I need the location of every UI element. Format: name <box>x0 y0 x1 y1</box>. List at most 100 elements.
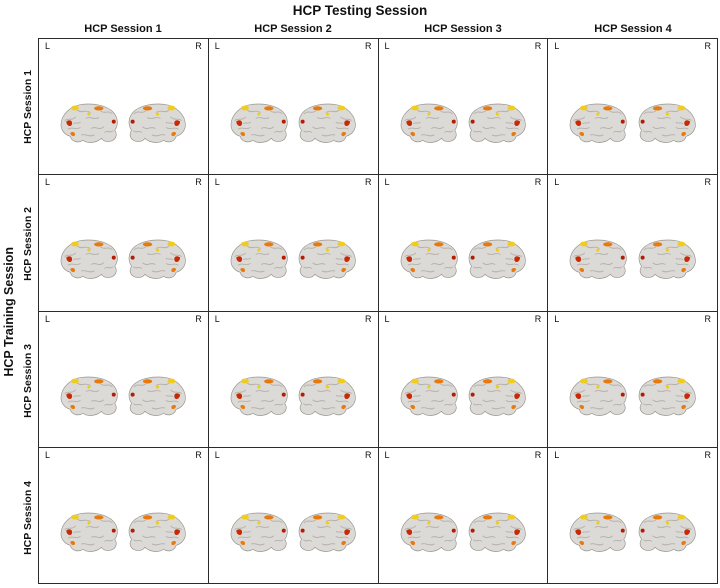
cell-train1-test4: L R 289 497 <box>548 39 717 175</box>
brain-montage <box>381 41 546 174</box>
brain-lateral-right-view <box>125 457 191 583</box>
matrix-grid: L R 289 496 L R <box>38 38 718 584</box>
brain-lateral-right-view <box>125 48 191 174</box>
brain-lateral-right-view <box>125 184 191 310</box>
brain-lateral-left-view <box>55 48 121 174</box>
cell-train2-test2: L R 289 500 <box>208 175 378 311</box>
cell-train4-test2: L R 289 500 <box>208 447 378 583</box>
right-hemisphere-label: R <box>704 313 712 324</box>
left-hemisphere-label: L <box>384 449 390 460</box>
cell-train4-test1: L R 289 499 <box>39 447 208 583</box>
left-hemisphere-label: L <box>554 41 560 51</box>
brain-lateral-left-view <box>395 457 461 583</box>
left-hemisphere-label: L <box>45 313 51 324</box>
brain-lateral-right-view <box>635 48 701 174</box>
brain-lateral-right-view <box>635 457 701 583</box>
figure-body: HCP Training Session HCP Session 1 HCP S… <box>0 38 720 586</box>
brain-lateral-right-view <box>125 321 191 447</box>
cell-train1-test2: L R 289 500 <box>208 39 378 175</box>
brain-lateral-left-view <box>395 184 461 310</box>
right-hemisphere-label: R <box>365 449 372 460</box>
brain-lateral-right-view <box>295 321 361 447</box>
brain-lateral-left-view <box>395 321 461 447</box>
cell-train3-test4: L R 289 500 <box>548 311 717 447</box>
brain-lateral-right-view <box>465 48 531 174</box>
column-header-session3: HCP Session 3 <box>424 23 502 35</box>
brain-montage <box>211 41 376 174</box>
brain-lateral-right-view <box>465 457 531 583</box>
right-hemisphere-label: R <box>365 41 372 51</box>
left-hemisphere-label: L <box>214 449 220 460</box>
brain-montage <box>550 177 715 310</box>
column-header-session2: HCP Session 2 <box>254 23 332 35</box>
left-hemisphere-label: L <box>554 449 560 460</box>
left-hemisphere-label: L <box>214 177 220 188</box>
right-hemisphere-label: R <box>704 177 712 188</box>
row-axis: HCP Training Session <box>0 38 18 586</box>
brain-lateral-right-view <box>635 184 701 310</box>
right-hemisphere-label: R <box>534 41 542 51</box>
right-hemisphere-label: R <box>365 313 372 324</box>
right-hemisphere-label: R <box>534 313 542 324</box>
cell-train2-test3: L R 289 498 <box>378 175 548 311</box>
cell-train1-test1: L R 289 496 <box>39 39 208 175</box>
right-hemisphere-label: R <box>704 449 712 460</box>
row-headers: HCP Session 1 HCP Session 2 HCP Session … <box>18 38 38 586</box>
brain-lateral-left-view <box>55 321 121 447</box>
left-hemisphere-label: L <box>45 449 51 460</box>
brain-montage <box>381 314 546 447</box>
left-hemisphere-label: L <box>384 177 390 188</box>
brain-montage <box>211 177 376 310</box>
brain-lateral-left-view <box>564 457 630 583</box>
brain-lateral-left-view <box>564 48 630 174</box>
brain-lateral-left-view <box>564 321 630 447</box>
brain-montage <box>211 314 376 447</box>
brain-montage <box>41 177 206 310</box>
column-header-session1: HCP Session 1 <box>84 23 162 35</box>
column-header-session4: HCP Session 4 <box>594 23 672 35</box>
brain-montage <box>381 177 546 310</box>
cell-train3-test1: L R 289 500 <box>39 311 208 447</box>
cell-train3-test3: L R 289 500 <box>378 311 548 447</box>
right-hemisphere-label: R <box>534 177 542 188</box>
left-hemisphere-label: L <box>45 177 51 188</box>
brain-montage <box>41 41 206 174</box>
row-header-session4: HCP Session 4 <box>22 480 34 555</box>
row-header-session3: HCP Session 3 <box>22 343 34 418</box>
left-hemisphere-label: L <box>214 313 220 324</box>
brain-lateral-right-view <box>295 48 361 174</box>
brain-lateral-left-view <box>225 48 291 174</box>
figure-title: HCP Testing Session <box>292 3 428 18</box>
left-hemisphere-label: L <box>554 177 560 188</box>
cell-train2-test1: L R 289 500 <box>39 175 208 311</box>
right-hemisphere-label: R <box>195 449 202 460</box>
cell-train3-test2: L R 289 500 <box>208 311 378 447</box>
brain-lateral-left-view <box>225 457 291 583</box>
brain-lateral-right-view <box>465 321 531 447</box>
cell-train1-test3: L R 289 498 <box>378 39 548 175</box>
brain-lateral-left-view <box>564 184 630 310</box>
brain-montage <box>550 41 715 174</box>
right-hemisphere-label: R <box>195 41 202 51</box>
brain-lateral-left-view <box>55 457 121 583</box>
cell-train2-test4: L R 289 495 <box>548 175 717 311</box>
left-hemisphere-label: L <box>384 41 390 51</box>
right-hemisphere-label: R <box>195 177 202 188</box>
brain-lateral-left-view <box>55 184 121 310</box>
brain-montage <box>41 450 206 583</box>
brain-lateral-right-view <box>635 321 701 447</box>
row-axis-title: HCP Training Session <box>2 247 16 377</box>
right-hemisphere-label: R <box>534 449 542 460</box>
left-hemisphere-label: L <box>214 41 220 51</box>
brain-montage <box>381 450 546 583</box>
brain-lateral-right-view <box>465 184 531 310</box>
cell-train4-test4: L R 289 500 <box>548 447 717 583</box>
brain-montage <box>41 314 206 447</box>
brain-lateral-left-view <box>225 184 291 310</box>
brain-montage <box>550 450 715 583</box>
cell-train4-test3: L R 289 500 <box>378 447 548 583</box>
right-hemisphere-label: R <box>365 177 372 188</box>
right-hemisphere-label: R <box>704 41 712 51</box>
brain-montage <box>550 314 715 447</box>
